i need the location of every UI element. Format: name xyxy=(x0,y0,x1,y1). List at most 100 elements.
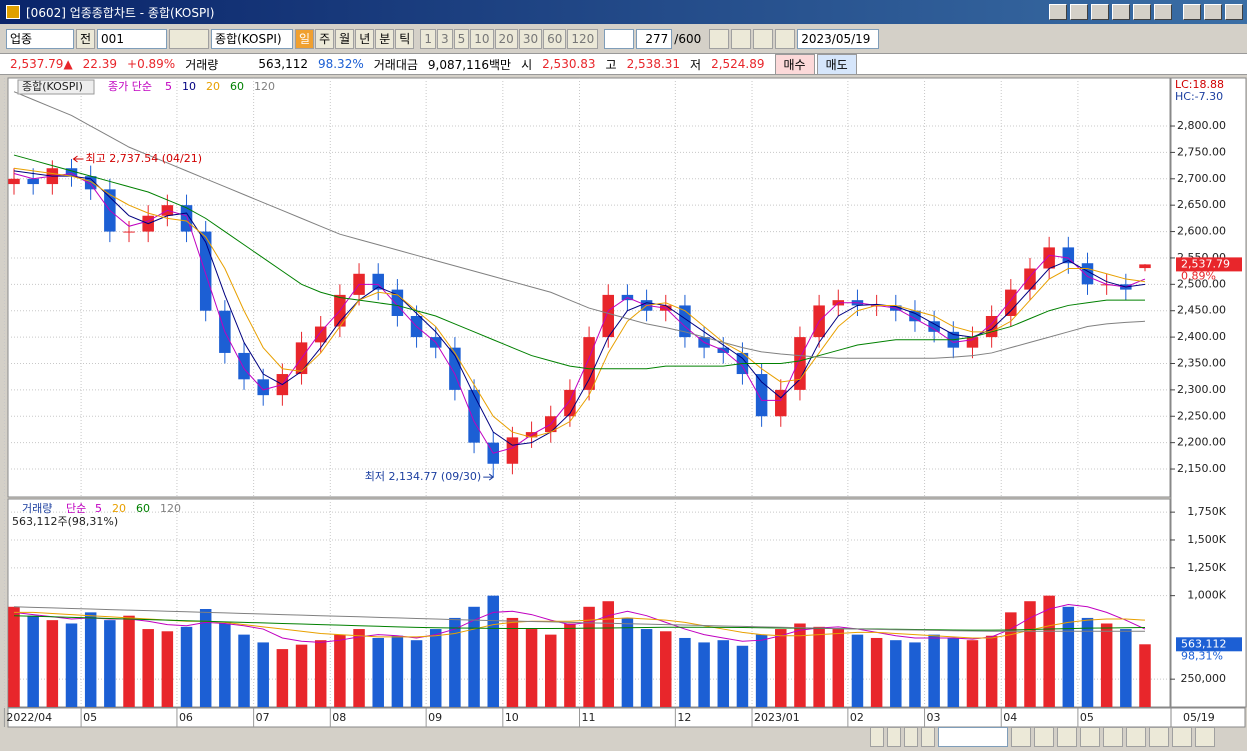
volume-bar xyxy=(640,629,653,707)
window-title: [0602] 업종종합차트 - 종합(KOSPI) xyxy=(26,5,215,20)
volume-bar xyxy=(142,629,154,707)
close[interactable] xyxy=(1225,4,1243,20)
date-input[interactable]: 2023/05/19 xyxy=(797,29,880,49)
x-tick-label: 12 xyxy=(677,711,691,724)
x-tick-label: 08 xyxy=(332,711,346,724)
tool-button[interactable] xyxy=(709,29,730,49)
y-tick-label: 2,700.00 xyxy=(1177,172,1226,185)
count-total: /600 xyxy=(674,32,702,46)
candle-body xyxy=(564,389,576,417)
volume-info: 563,112주(98,31%) xyxy=(12,515,118,528)
period-button[interactable]: 틱 xyxy=(395,29,415,49)
volume-average xyxy=(13,604,1146,643)
open: 2,530.83 xyxy=(542,57,596,71)
scroll-bar xyxy=(0,727,1247,747)
prev-button[interactable]: 전 xyxy=(76,29,96,49)
scroll-button[interactable] xyxy=(904,727,918,747)
maximize[interactable] xyxy=(1204,4,1222,20)
volume-bar xyxy=(1043,595,1055,707)
sell-button[interactable]: 매도 xyxy=(816,53,857,75)
tool-button[interactable] xyxy=(1080,727,1100,747)
y-tick-label: 1,000K xyxy=(1187,589,1226,602)
x-tick-label: 03 xyxy=(927,711,941,724)
volume-bar xyxy=(698,642,710,707)
tool-button[interactable] xyxy=(1126,727,1146,747)
tool-button[interactable] xyxy=(1057,727,1077,747)
tool-button[interactable] xyxy=(775,29,796,49)
cursor-date: 05/19 xyxy=(1183,711,1215,724)
x-tick-label: 02 xyxy=(850,711,864,724)
volume-bar xyxy=(621,617,634,707)
interval-button[interactable]: 60 xyxy=(543,29,567,49)
window-button[interactable] xyxy=(1049,4,1067,20)
tool-button[interactable] xyxy=(1195,727,1215,747)
volume-bar xyxy=(851,634,864,707)
volume-bar xyxy=(660,631,672,707)
x-tick-label: 2023/01 xyxy=(754,711,800,724)
low: 2,524.89 xyxy=(711,57,765,71)
tool-button[interactable] xyxy=(1172,727,1192,747)
tool-button[interactable] xyxy=(1149,727,1169,747)
price: 2,537.79 xyxy=(10,57,64,71)
y-tick-label: 2,150.00 xyxy=(1177,462,1226,475)
period-button[interactable]: 분 xyxy=(375,29,395,49)
volume-bar xyxy=(890,640,902,707)
interval-button[interactable]: 10 xyxy=(470,29,494,49)
interval-button[interactable]: 120 xyxy=(567,29,599,49)
scroll-button[interactable] xyxy=(921,727,935,747)
label: 거래량 xyxy=(185,57,219,72)
sound-button[interactable] xyxy=(169,29,210,49)
code-input[interactable]: 001 xyxy=(97,29,168,49)
interval-button[interactable]: 20 xyxy=(494,29,518,49)
tool-button[interactable] xyxy=(1011,727,1031,747)
candle-body xyxy=(238,352,250,380)
interval-button[interactable]: 30 xyxy=(518,29,543,49)
tool-button[interactable] xyxy=(1103,727,1123,747)
volume-bar xyxy=(544,634,557,707)
interval-button[interactable]: 1 xyxy=(420,29,436,49)
market-select[interactable]: 업종 xyxy=(6,29,74,49)
label: 시 xyxy=(521,57,533,72)
window-button[interactable] xyxy=(1091,4,1109,20)
scroll-button[interactable] xyxy=(870,727,884,747)
candle-body xyxy=(1139,264,1151,269)
chart: 2,150.00 2,200.00 2,250.00 2,300.00 2,350.00… xyxy=(3,77,1247,728)
tool-button[interactable] xyxy=(753,29,774,49)
period-button[interactable]: 일 xyxy=(295,29,315,49)
volume-bar xyxy=(985,635,998,707)
tool-button[interactable] xyxy=(1034,727,1054,747)
count-input[interactable]: 277 xyxy=(636,29,673,49)
interval-button[interactable]: 3 xyxy=(436,29,453,49)
candle-body xyxy=(985,315,998,338)
volume-bar xyxy=(27,615,39,707)
period-button[interactable]: 주 xyxy=(315,29,335,49)
minimize[interactable] xyxy=(1183,4,1201,20)
tool-button[interactable] xyxy=(731,29,752,49)
y-tick-label: 250,000 xyxy=(1181,672,1227,685)
volume-bar xyxy=(870,637,883,707)
volume-bar xyxy=(123,615,135,707)
candle-body xyxy=(755,374,768,417)
buy-button[interactable]: 매수 xyxy=(774,53,815,75)
legend-entry: 5 xyxy=(165,80,172,93)
candle-body xyxy=(449,347,461,390)
candle-body xyxy=(84,176,97,190)
volume-bar xyxy=(410,640,423,707)
volume-bar xyxy=(775,629,787,707)
window-button[interactable] xyxy=(1133,4,1151,20)
period-button[interactable]: 년 xyxy=(355,29,375,49)
volume-bar xyxy=(1005,612,1017,707)
candle-body xyxy=(199,231,212,311)
interval-button[interactable]: 5 xyxy=(453,29,470,49)
period-button[interactable]: 월 xyxy=(335,29,355,49)
moving-average xyxy=(13,154,1145,370)
volume-bar xyxy=(449,617,461,707)
window-button[interactable] xyxy=(1154,4,1172,20)
window-button[interactable] xyxy=(1070,4,1088,20)
scroll-button[interactable] xyxy=(887,727,901,747)
zoom-slider[interactable] xyxy=(938,727,1008,747)
window-button[interactable] xyxy=(1112,4,1130,20)
name-field: 종합(KOSPI) xyxy=(211,29,294,49)
volume-bar xyxy=(506,617,519,707)
candle-body xyxy=(679,305,691,338)
